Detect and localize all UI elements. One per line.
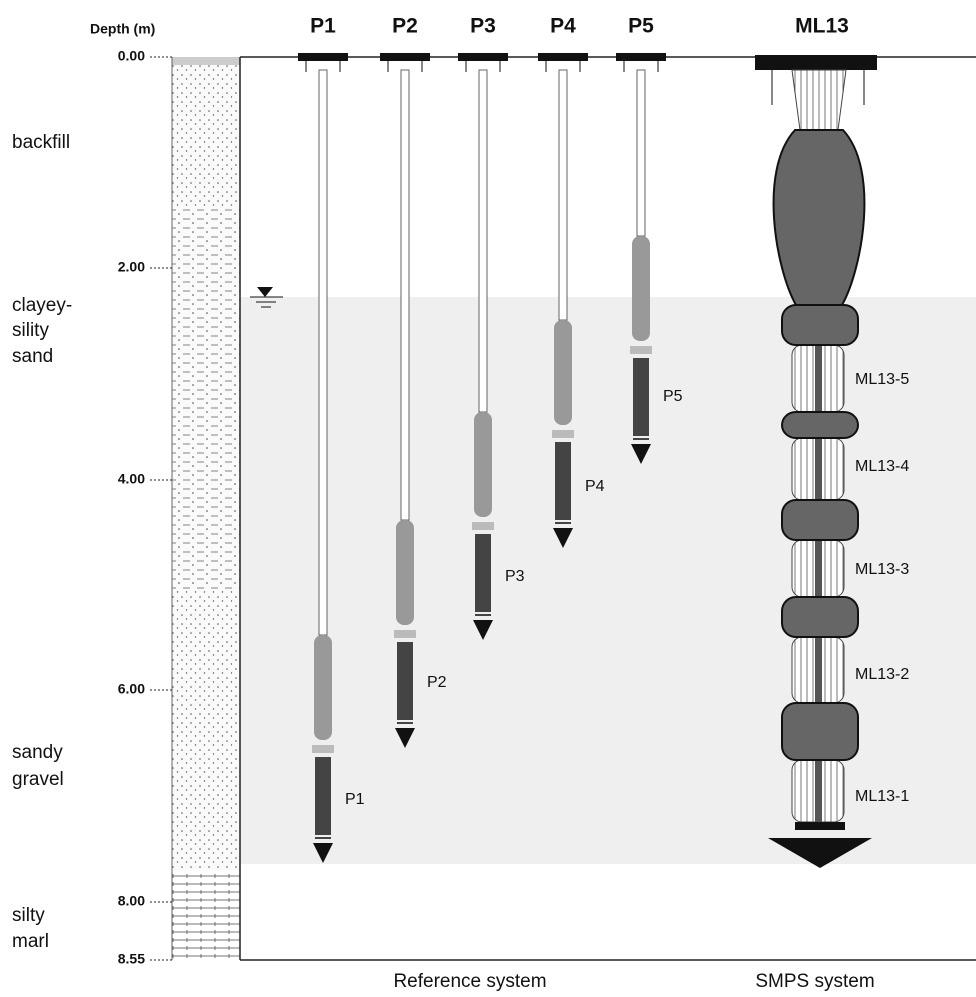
smps-header: ML13: [795, 15, 849, 38]
cap: [616, 53, 666, 61]
tip: [631, 444, 651, 464]
port-label: ML13-1: [855, 788, 909, 805]
tip: [768, 838, 872, 868]
layer-label: marl: [12, 931, 49, 952]
piezometer-label: P5: [663, 388, 683, 405]
tip: [313, 843, 333, 863]
screen: [633, 358, 649, 436]
layer-label: clayey-: [12, 295, 72, 316]
tick-label: 2.00: [118, 259, 145, 275]
packer: [781, 499, 859, 541]
gravel-pack: [396, 520, 414, 625]
gravel-pack: [554, 320, 572, 425]
riser: [400, 69, 410, 521]
piezometer-label: P3: [505, 568, 525, 585]
tick-label: 6.00: [118, 681, 145, 697]
background: [171, 56, 976, 961]
seal: [472, 522, 494, 530]
layer-label: gravel: [12, 769, 64, 790]
cap-legs: [771, 70, 865, 105]
port-label: ML13-2: [855, 666, 909, 683]
cap-legs: [623, 61, 659, 72]
layer-label: sandy: [12, 742, 63, 763]
cap: [380, 53, 430, 61]
base: [795, 822, 845, 830]
packer: [781, 411, 859, 439]
packer: [781, 702, 859, 761]
tube-bundle: [791, 69, 847, 131]
tip: [473, 620, 493, 640]
riser: [558, 69, 568, 321]
piezometer-label: P4: [585, 478, 605, 495]
port-label: ML13-5: [855, 371, 909, 388]
cap-legs: [305, 61, 341, 72]
gravel-pack: [474, 412, 492, 517]
seal: [630, 346, 652, 354]
tick-label: 8.00: [118, 893, 145, 909]
riser: [318, 69, 328, 636]
piezometer-header: P1: [310, 15, 336, 38]
piezometer-header: P4: [550, 15, 576, 38]
piezometer-label: P2: [427, 674, 447, 691]
layer-label: silty: [12, 905, 45, 926]
core: [815, 345, 822, 825]
layer-label: sand: [12, 346, 53, 367]
tip: [553, 528, 573, 548]
packer: [781, 596, 859, 638]
port-label: ML13-3: [855, 561, 909, 578]
layer-label: backfill: [12, 132, 70, 153]
piezometer-label: P1: [345, 791, 365, 808]
cap-legs: [465, 61, 501, 72]
cap: [755, 55, 877, 70]
tick-label: 8.55: [118, 951, 145, 967]
cap-legs: [545, 61, 581, 72]
axis-title: Depth (m): [90, 21, 155, 37]
screen: [475, 534, 491, 612]
packer: [781, 304, 859, 346]
gravel-pack: [314, 635, 332, 740]
instruments: [298, 53, 877, 868]
tip: [395, 728, 415, 748]
seal: [394, 630, 416, 638]
layer-label: sility: [12, 320, 49, 341]
screen: [397, 642, 413, 720]
piezometer-header: P5: [628, 15, 654, 38]
cap: [298, 53, 348, 61]
system-label: SMPS system: [755, 971, 874, 992]
tick-label: 4.00: [118, 471, 145, 487]
cap: [538, 53, 588, 61]
seal: [312, 745, 334, 753]
screen: [315, 757, 331, 835]
piezometer-header: P3: [470, 15, 496, 38]
packer: [772, 129, 866, 306]
cap: [458, 53, 508, 61]
gravel-pack: [632, 236, 650, 341]
piezometer-header: P2: [392, 15, 418, 38]
riser: [478, 69, 488, 413]
seal: [552, 430, 574, 438]
riser: [636, 69, 646, 237]
screen: [555, 442, 571, 520]
tick-label: 0.00: [118, 48, 145, 64]
port-label: ML13-4: [855, 458, 909, 475]
cap-legs: [387, 61, 423, 72]
system-label: Reference system: [393, 971, 546, 992]
